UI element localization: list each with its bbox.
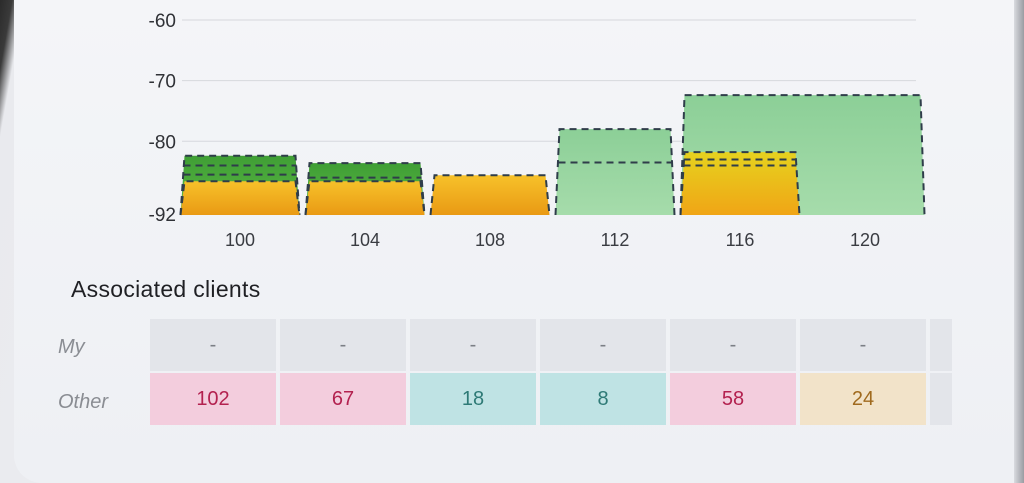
x-tick-label: 100 — [225, 230, 255, 250]
channel-bar — [305, 181, 425, 215]
row-end-cell — [930, 319, 952, 371]
section-title: Associated clients — [71, 276, 261, 302]
channel-bar — [680, 152, 800, 215]
y-tick-label: -92 — [149, 205, 176, 226]
y-tick-label: -80 — [149, 132, 176, 153]
my-clients-cell: - — [150, 319, 276, 371]
other-clients-cell: 58 — [670, 373, 796, 425]
x-tick-label: 104 — [350, 230, 380, 250]
channel-bar — [430, 175, 550, 215]
channel-outline — [179, 180, 301, 216]
other-clients-row: 102 67 18 8 58 24 — [150, 373, 952, 425]
channel-outline — [304, 162, 426, 216]
channel-bar — [180, 181, 300, 215]
channel-bar — [555, 129, 675, 215]
my-clients-cell: - — [670, 319, 796, 371]
x-tick-label: 116 — [726, 230, 755, 250]
x-tick-label: 108 — [475, 230, 505, 250]
channel-outline — [304, 180, 426, 216]
my-clients-cell: - — [410, 319, 536, 371]
x-tick-label: 120 — [850, 230, 880, 250]
other-clients-cell: 67 — [280, 373, 406, 425]
row-end-cell — [930, 373, 952, 425]
channel-outline — [679, 151, 801, 216]
device-edge — [1014, 0, 1024, 483]
other-clients-cell: 102 — [150, 373, 276, 425]
channel-outline — [429, 174, 551, 216]
other-clients-cell: 8 — [540, 373, 666, 425]
y-tick-label: -60 — [149, 11, 176, 32]
channel-outline — [554, 128, 676, 216]
x-tick-label: 112 — [601, 230, 630, 250]
other-clients-cell: 24 — [800, 373, 926, 425]
other-clients-cell: 18 — [410, 373, 536, 425]
row-label-my: My — [58, 336, 85, 358]
my-clients-row: ------ — [150, 319, 952, 371]
channel-outline — [179, 154, 301, 216]
my-clients-cell: - — [800, 319, 926, 371]
y-tick-label: -70 — [149, 72, 176, 93]
row-label-other: Other — [58, 391, 109, 413]
my-clients-cell: - — [540, 319, 666, 371]
my-clients-cell: - — [280, 319, 406, 371]
channel-chart: -60 -70 -80 -92 100 104 108 112 116 120 — [149, 11, 926, 250]
